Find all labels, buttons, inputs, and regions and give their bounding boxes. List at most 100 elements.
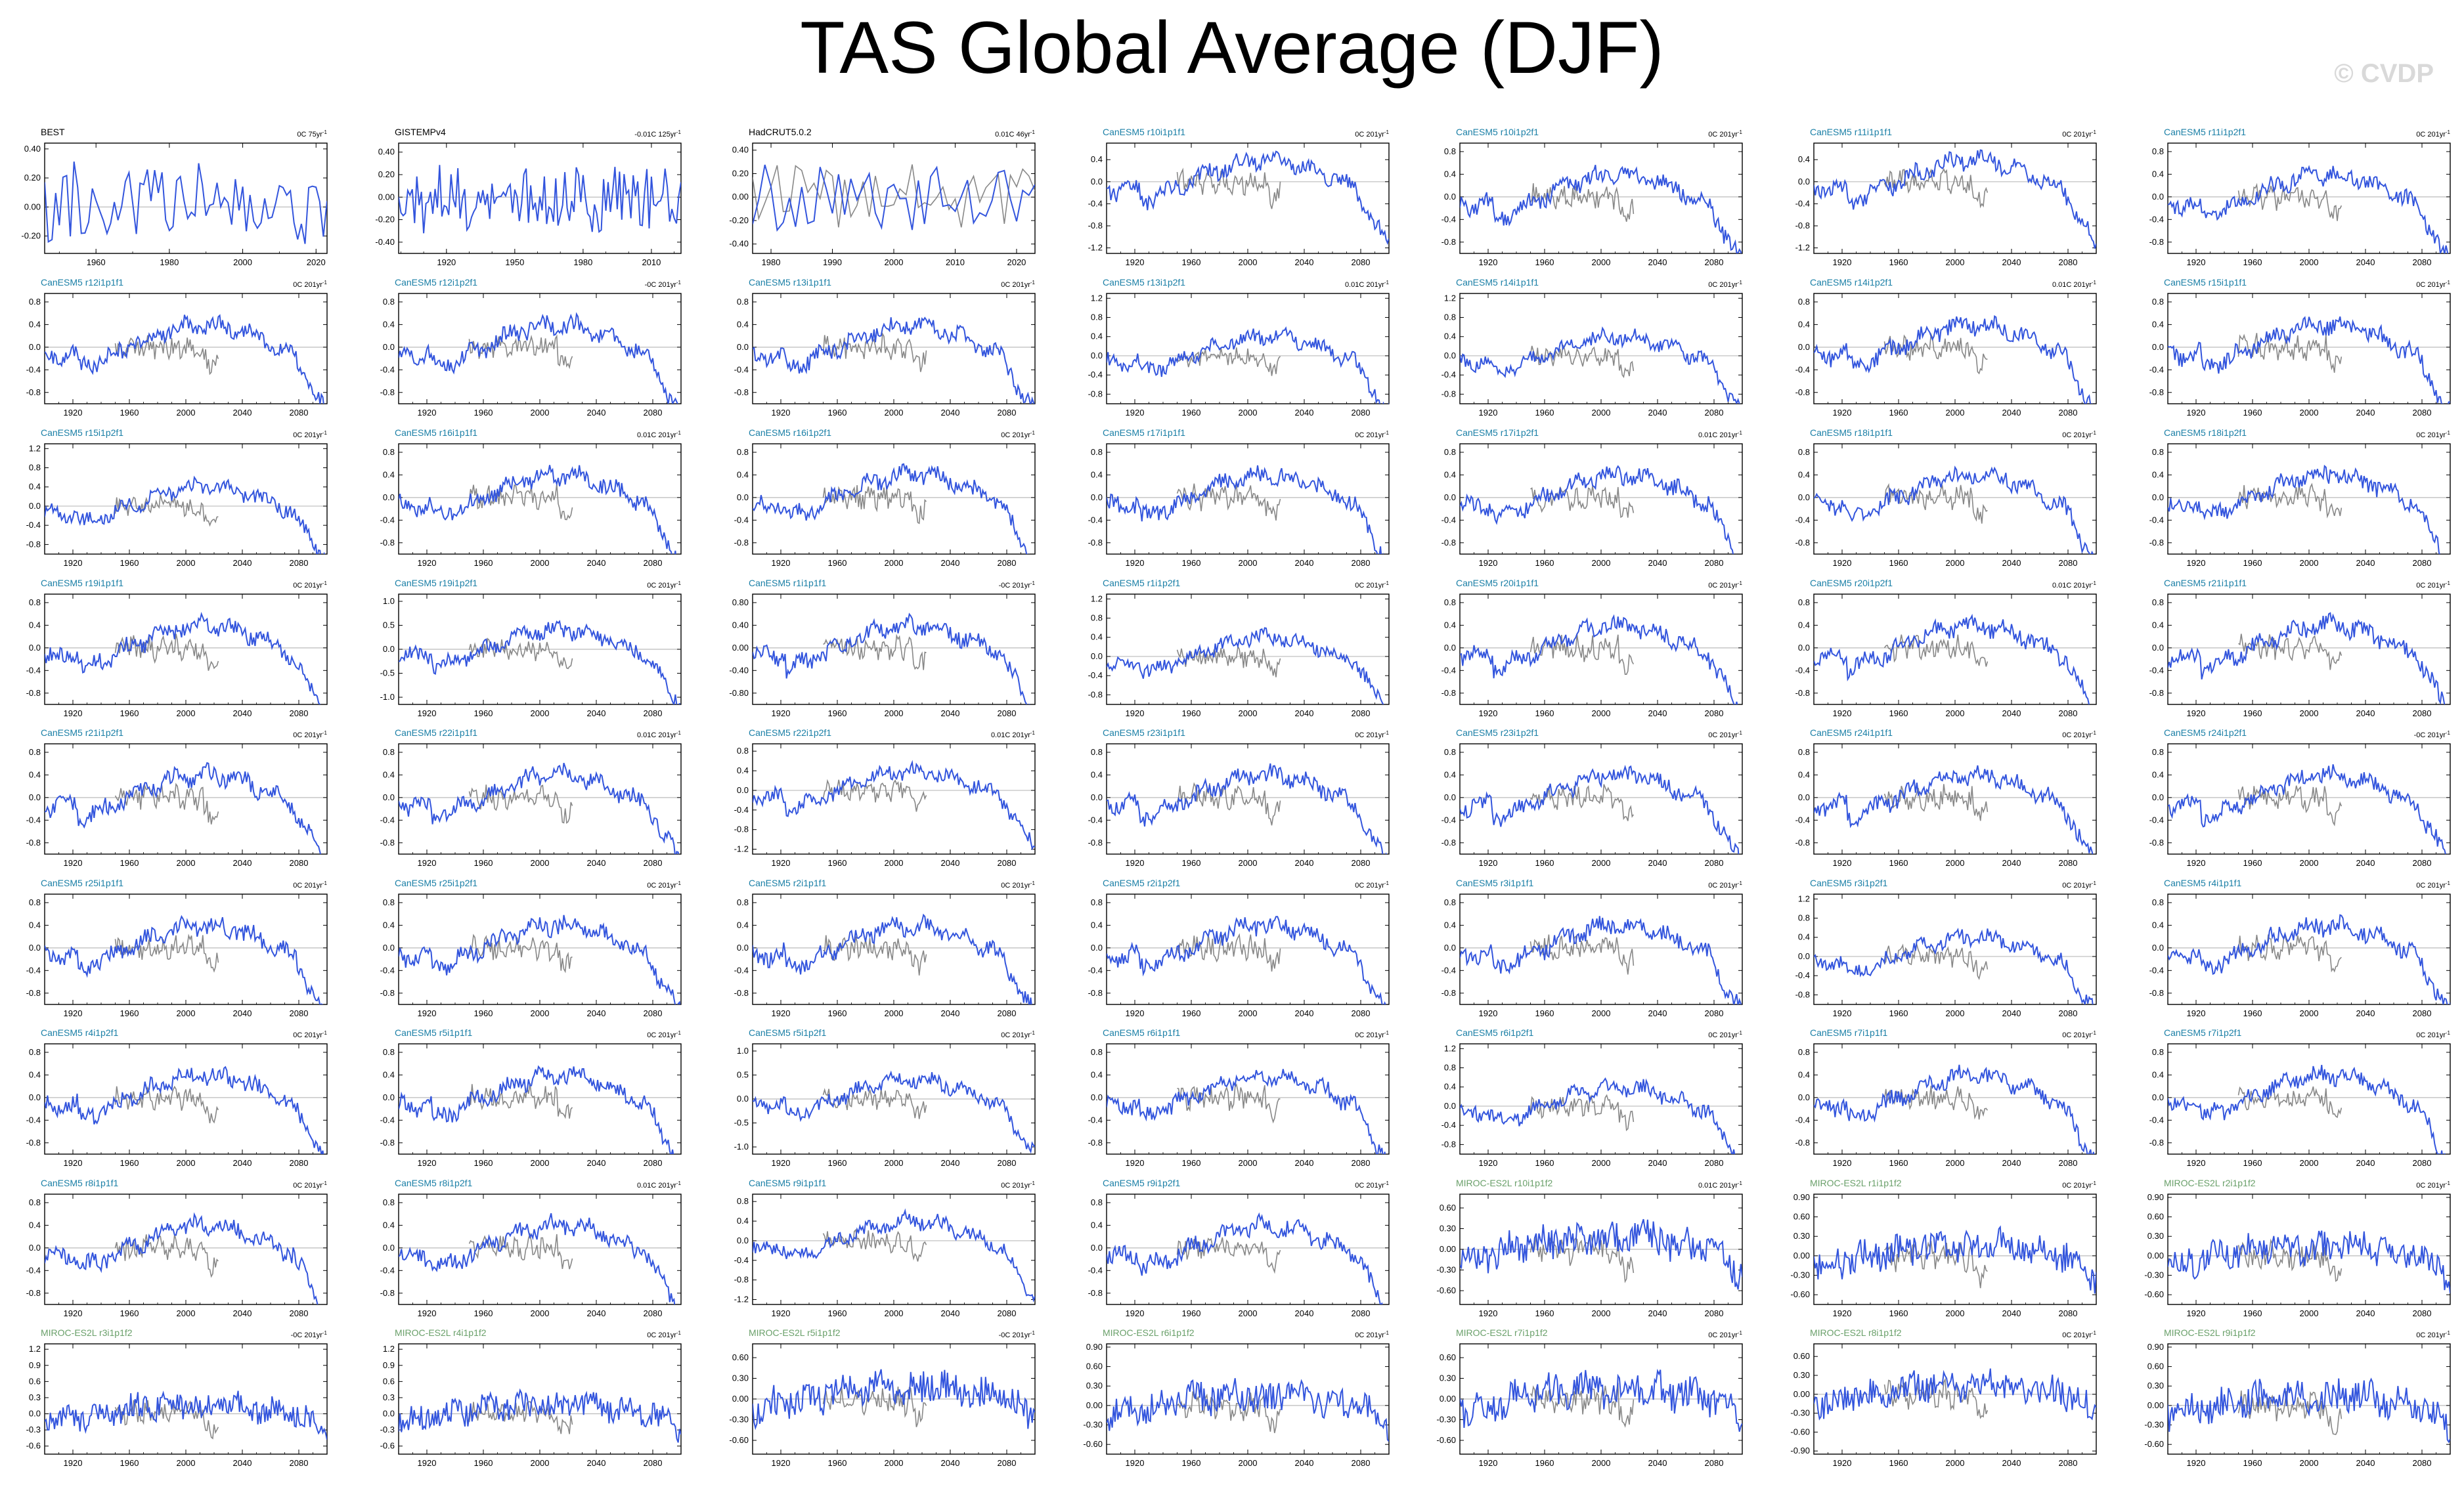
panel-canesm5-r23i1p1f1: CanESM5 r23i1p1f1 0C 201yr-1 0.8 0.4 0.0 -0.4… [1088,727,1390,868]
tas-series-line [2168,1230,2450,1294]
y-tick-label: 0.0 [383,644,395,654]
tas-series-line [1814,1368,2096,1421]
y-tick-label: -0.4 [2149,364,2164,374]
x-tick-label: 2000 [1592,858,1611,868]
panel-hadcrut5-0-2: HadCRUT5.0.2 0.01C 46yr-1 0.40 0.20 0.00 -0.2… [729,127,1036,267]
y-tick-label: 0.6 [383,1376,395,1386]
panel-trend: 0C 201yr-1 [1355,580,1389,590]
x-tick-label: 2000 [177,708,196,718]
y-tick-label: 0.4 [1798,319,1810,329]
panel-title: CanESM5 r19i1p2f1 [395,578,477,588]
x-tick-label: 2000 [177,1008,196,1018]
x-tick-label: 1920 [418,1008,437,1018]
panel-miroc-es2l-r5i1p1f2: MIROC-ES2L r5i1p1f2 -0C 201yr-1 0.60 0.30 0.… [729,1327,1036,1468]
panel-canesm5-r13i1p2f1: CanESM5 r13i1p2f1 0.01C 201yr-1 1.2 0.8 0.4 0… [1088,277,1390,418]
y-tick-label: 0.60 [1086,1362,1103,1371]
y-tick-label: -0.4 [1088,515,1103,525]
observed-reference-line [1176,933,1281,972]
panel-gistempv4: GISTEMPv4 -0.01C 125yr-1 0.40 0.20 0.00 -0.20… [375,127,682,267]
y-tick-label: 0.8 [1444,1063,1456,1073]
x-tick-label: 1960 [828,858,847,868]
x-tick-label: 2080 [644,1008,663,1018]
y-tick-label: 0.60 [1440,1203,1456,1213]
y-tick-label: 0.4 [383,469,395,479]
tas-series-line [1107,326,1389,404]
x-tick-label: 2080 [2413,708,2432,718]
panel-canesm5-r18i1p1f1: CanESM5 r18i1p1f1 0C 201yr-1 0.8 0.4 0.0 -0.4… [1795,427,2097,568]
y-tick-label: -0.8 [26,387,41,397]
panel-canesm5-r1i1p1f1: CanESM5 r1i1p1f1 -0C 201yr-1 0.80 0.40 0.00 -… [729,578,1036,718]
panel-canesm5-r16i1p1f1: CanESM5 r16i1p1f1 0.01C 201yr-1 0.8 0.4 0.0 -… [380,427,682,568]
x-tick-label: 2080 [998,858,1017,868]
x-tick-label: 2080 [2059,1008,2078,1018]
panel-trend: -0C 201yr-1 [645,280,682,289]
x-tick-label: 1920 [772,1308,791,1318]
y-tick-label: 0.00 [1086,1400,1103,1410]
x-tick-label: 2080 [290,858,309,868]
observed-reference-line [2237,333,2343,373]
y-tick-label: -0.60 [729,1435,749,1445]
x-tick-label: 2080 [644,558,663,568]
x-tick-label: 2040 [941,1008,960,1018]
panel-title: CanESM5 r1i1p1f1 [749,578,827,588]
x-tick-label: 2080 [998,1158,1017,1168]
x-tick-label: 1920 [772,408,791,418]
x-tick-label: 2080 [1352,257,1371,267]
panel-frame [1106,1343,1390,1455]
panel-canesm5-r21i1p1f1: CanESM5 r21i1p1f1 0C 201yr-1 0.8 0.4 0.0 -0.4… [2149,578,2451,718]
y-tick-label: 0.0 [1091,1243,1103,1253]
x-tick-label: 1920 [64,1308,83,1318]
panel-title: CanESM5 r20i1p2f1 [1810,578,1893,588]
y-tick-label: -0.8 [1795,387,1810,397]
y-tick-label: -0.60 [1790,1289,1810,1299]
y-tick-label: -0.8 [2149,838,2164,848]
y-tick-label: -0.4 [1088,670,1103,680]
panel-canesm5-r3i1p2f1: CanESM5 r3i1p2f1 0C 201yr-1 1.2 0.8 0.4 0.0 -0… [1795,878,2097,1018]
panel-canesm5-r8i1p1f1: CanESM5 r8i1p1f1 0C 201yr-1 0.8 0.4 0.0 -0.4 -… [26,1178,328,1318]
x-tick-label: 1920 [64,558,83,568]
panel-title: CanESM5 r4i1p2f1 [41,1027,119,1038]
y-tick-label: -0.8 [1441,389,1456,398]
panel-frame [398,1343,682,1455]
y-tick-label: 0.4 [1091,920,1103,930]
x-tick-label: 2000 [1946,558,1965,568]
y-tick-label: 0.8 [1798,297,1810,307]
y-tick-label: -0.8 [734,825,749,834]
panel-trend: 0C 201yr-1 [1001,430,1035,439]
y-tick-label: 0.8 [737,897,749,907]
x-tick-label: 1960 [2243,558,2262,568]
x-tick-label: 2040 [2002,558,2021,568]
tas-series-line [753,463,1030,554]
y-tick-label: 0.30 [732,1373,749,1383]
x-tick-label: 2000 [2300,858,2319,868]
x-tick-label: 2040 [1648,408,1667,418]
x-tick-label: 2080 [998,1458,1017,1468]
panel-title: CanESM5 r2i1p1f1 [749,878,827,888]
x-tick-label: 1960 [828,708,847,718]
x-tick-label: 1920 [2187,1458,2206,1468]
x-tick-label: 2040 [2356,558,2375,568]
x-tick-label: 2000 [885,1008,904,1018]
tas-series-line [1814,1225,2096,1294]
panel-frame [2167,743,2451,855]
tas-series-line [1107,1378,1389,1442]
y-tick-label: 0.8 [1798,447,1810,457]
observed-reference-line [822,935,927,976]
panel-miroc-es2l-r6i1p1f2: MIROC-ES2L r6i1p1f2 0C 201yr-1 0.90 0.60 0.3… [1083,1327,1390,1468]
x-tick-label: 2080 [2059,858,2078,868]
y-tick-label: 0.8 [1091,447,1103,457]
x-tick-label: 2080 [2413,408,2432,418]
x-tick-label: 1960 [1535,1008,1554,1018]
x-tick-label: 2040 [941,708,960,718]
x-tick-label: 1920 [1479,1308,1498,1318]
x-tick-label: 2040 [1648,257,1667,267]
x-tick-label: 2040 [941,1308,960,1318]
panel-trend: 0C 201yr-1 [647,880,681,890]
y-tick-label: 0.8 [383,747,395,757]
panel-title: CanESM5 r3i1p2f1 [1810,878,1888,888]
panel-title: MIROC-ES2L r1i1p1f2 [1810,1178,1902,1188]
x-tick-label: 1960 [1535,558,1554,568]
panel-trend: 0C 201yr-1 [2416,580,2450,590]
panel-title: CanESM5 r3i1p1f1 [1456,878,1534,888]
x-tick-label: 1960 [120,1308,139,1318]
